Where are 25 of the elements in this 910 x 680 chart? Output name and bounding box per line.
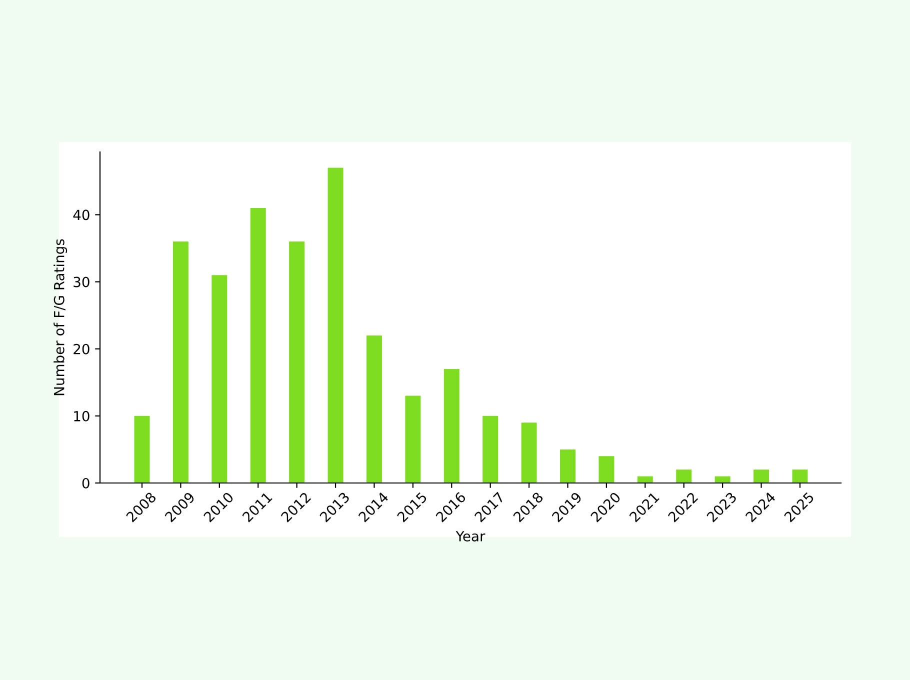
bar [289,242,305,483]
bar [482,416,498,483]
bar [134,416,150,483]
y-axis-title: Number of F/G Ratings [54,239,68,396]
bar [792,470,808,483]
bar [676,470,692,483]
x-axis-title: Year [456,531,486,542]
bar [172,242,188,483]
y-tick-label: 20 [74,344,90,354]
y-tick-label: 10 [74,410,90,422]
bar [637,476,653,483]
y-tick-label: 0 [82,478,90,488]
bar [444,368,460,483]
bar [250,208,266,483]
bar [405,396,421,483]
bar [560,449,576,483]
bar [328,168,344,483]
bar [714,476,730,483]
y-tick-label: 30 [74,276,90,288]
bar [212,275,228,483]
bar [366,335,382,483]
bar [521,422,537,483]
y-tick-label: 40 [73,210,90,220]
bar [598,456,614,483]
bar [754,470,770,483]
